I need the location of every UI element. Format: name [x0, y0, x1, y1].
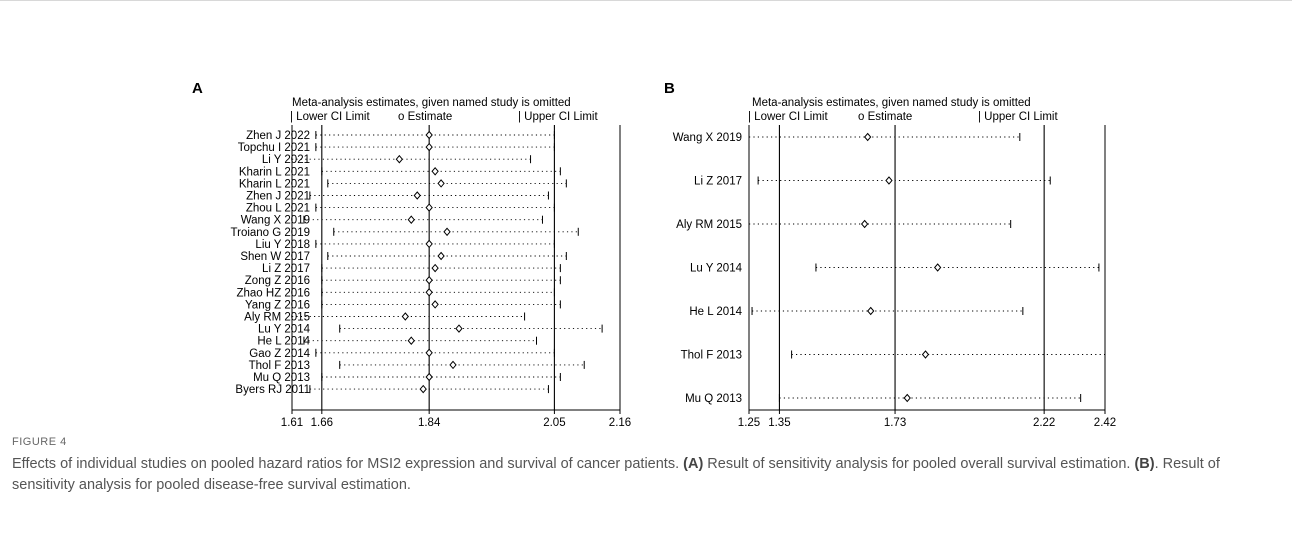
estimate-point — [407, 336, 415, 345]
x-tick-label: 1.66 — [311, 417, 333, 429]
study-label: Thol F 2013 — [681, 350, 742, 362]
estimate-point — [933, 263, 942, 272]
x-tick-label: 2.16 — [609, 417, 631, 429]
estimate-point — [425, 372, 433, 382]
estimate-point — [419, 384, 427, 394]
study-label: Zhen J 2022 — [246, 130, 310, 142]
estimate-point — [860, 219, 869, 229]
estimate-point — [431, 263, 439, 273]
study-label: Gao Z 2014 — [249, 348, 310, 360]
study-label: Troiano G 2019 — [231, 227, 310, 239]
study-label: Kharin L 2021 — [239, 166, 310, 178]
study-label: Wang X 2019 — [673, 132, 742, 144]
study-label: Zhao HZ 2016 — [236, 287, 310, 299]
caption-panel-ref: (B) — [1134, 456, 1155, 472]
estimate-point — [395, 154, 404, 164]
estimate-point — [425, 130, 433, 140]
estimate-point — [903, 393, 911, 403]
study-label: Shen W 2017 — [240, 251, 310, 263]
study-label: Lu Y 2014 — [258, 324, 311, 336]
legend-entry: o Estimate — [398, 111, 452, 123]
estimate-point — [425, 288, 433, 297]
estimate-point — [425, 348, 433, 358]
estimate-point — [867, 306, 875, 316]
x-tick-label: 2.05 — [543, 417, 565, 429]
study-label: Mu Q 2013 — [253, 372, 310, 384]
caption-text: Effects of individual studies on pooled … — [12, 454, 1280, 496]
estimate-point — [425, 203, 433, 212]
study-label: Wang X 2019 — [241, 215, 310, 227]
caption-segment: . Result of sensitivity analysis for poo… — [12, 456, 1220, 493]
study-label: Aly RM 2015 — [244, 312, 310, 324]
x-tick-label: 1.84 — [418, 417, 441, 429]
study-label: Lu Y 2014 — [690, 263, 743, 275]
estimate-point — [425, 275, 433, 285]
estimate-point — [864, 132, 872, 142]
estimate-point — [885, 176, 893, 185]
caption-segment: Effects of individual studies on pooled … — [12, 456, 684, 472]
estimate-point — [455, 324, 463, 333]
estimate-point — [921, 350, 930, 359]
forest-plot-a: A Meta-analysis estimates, given named st… — [192, 80, 631, 429]
legend-entry: | Lower CI Limit — [290, 111, 370, 123]
legend-entry: o Estimate — [858, 111, 912, 123]
study-label: Li Y 2021 — [262, 154, 310, 166]
forest-plot-b: B Meta-analysis estimates, given named st… — [664, 80, 1116, 429]
chart-title: Meta-analysis estimates, given named stu… — [752, 97, 1031, 109]
estimate-point — [431, 167, 439, 176]
x-tick-label: 2.22 — [1033, 417, 1055, 429]
study-label: He L 2014 — [257, 336, 310, 348]
estimate-point — [407, 215, 415, 224]
caption-panel-ref: (A) — [683, 456, 704, 472]
study-label: Li Z 2017 — [694, 176, 742, 188]
estimate-point — [401, 312, 409, 321]
estimate-point — [425, 239, 433, 249]
panel-letter: A — [192, 80, 203, 97]
x-tick-label: 2.42 — [1094, 417, 1116, 429]
study-label: Yang Z 2016 — [245, 299, 310, 311]
study-label: He L 2014 — [689, 306, 742, 318]
study-label: Topchu I 2021 — [238, 142, 310, 154]
legend-entry: | Lower CI Limit — [748, 111, 828, 123]
x-tick-label: 1.73 — [884, 417, 906, 429]
legend-entry: | Upper CI Limit — [518, 111, 598, 123]
study-label: Zhen J 2021 — [246, 191, 310, 203]
x-tick-label: 1.35 — [768, 417, 790, 429]
study-label: Zong Z 2016 — [245, 275, 310, 287]
chart-title: Meta-analysis estimates, given named stu… — [292, 97, 571, 109]
study-label: Liu Y 2018 — [255, 239, 310, 251]
estimate-point — [431, 300, 439, 309]
caption-segment: Result of sensitivity analysis for poole… — [703, 456, 1135, 472]
x-tick-label: 1.61 — [281, 417, 303, 429]
estimate-point — [437, 251, 445, 261]
study-label: Zhou L 2021 — [246, 203, 310, 215]
legend-entry: | Upper CI Limit — [978, 111, 1058, 123]
estimate-point — [425, 142, 433, 152]
estimate-point — [449, 360, 457, 370]
study-label: Mu Q 2013 — [685, 393, 742, 405]
estimate-point — [437, 179, 445, 188]
study-label: Byers RJ 2011 — [235, 384, 310, 396]
x-tick-label: 1.25 — [738, 417, 760, 429]
figure-label: FIGURE 4 — [12, 436, 67, 448]
panel-letter: B — [664, 80, 675, 97]
figure-caption: FIGURE 4 Effects of individual studies o… — [12, 436, 1280, 496]
study-label: Kharin L 2021 — [239, 178, 310, 190]
estimate-point — [413, 191, 421, 200]
study-label: Li Z 2017 — [262, 263, 310, 275]
study-label: Aly RM 2015 — [676, 219, 742, 231]
study-label: Thol F 2013 — [249, 360, 310, 372]
estimate-point — [443, 227, 451, 237]
